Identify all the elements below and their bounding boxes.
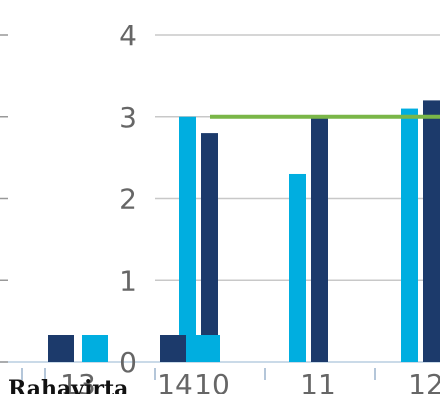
left-edge-ticks [0, 34, 8, 363]
legend-swatch [48, 335, 74, 362]
legend-swatch [82, 335, 108, 362]
x-tick-label: 14 [157, 368, 193, 394]
legend-swatch [194, 335, 220, 362]
x-tick-label: 13 [60, 368, 96, 394]
y-tick-label: 2 [119, 183, 137, 216]
x-tick-label: 11 [300, 368, 336, 394]
bar [179, 116, 196, 362]
bar [423, 100, 440, 363]
grid-lines [0, 34, 440, 363]
y-tick-labels: 0 1 2 3 4 [119, 19, 137, 379]
x-tick-label: 10 [194, 368, 230, 394]
y-tick-label: 3 [119, 101, 137, 134]
bar [401, 108, 418, 362]
legend-label: Rahavirta [8, 376, 128, 394]
x-tick-labels: 13 14 10 11 12 [21, 368, 440, 394]
bar [289, 173, 306, 362]
y-tick-label: 1 [119, 264, 137, 297]
legend-swatch [160, 335, 186, 362]
x-tick-label: 12 [408, 368, 440, 394]
legend [48, 335, 220, 362]
bar [311, 116, 328, 362]
bar [201, 133, 218, 362]
y-tick-label: 4 [119, 19, 137, 52]
bars [179, 100, 440, 363]
y-tick-label: 0 [119, 346, 137, 379]
